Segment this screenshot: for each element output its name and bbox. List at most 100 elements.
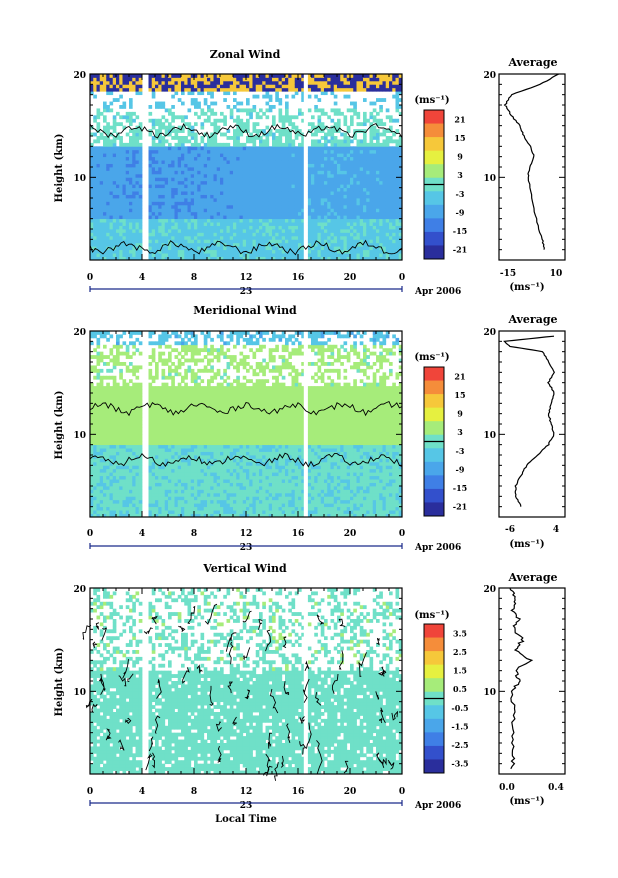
heatmap-cell: [214, 136, 218, 140]
heatmap-cell: [103, 469, 107, 473]
heatmap-cell: [253, 139, 257, 143]
heatmap-cell: [123, 88, 127, 92]
heatmap-cell: [155, 229, 159, 233]
heatmap-cell: [191, 232, 195, 236]
heatmap-cell: [240, 122, 244, 126]
heatmap-cell: [275, 153, 279, 157]
heatmap-cell: [162, 84, 166, 88]
heatmap-cell: [97, 372, 101, 376]
heatmap-cell: [100, 205, 104, 209]
heatmap-cell: [106, 400, 110, 404]
heatmap-cell: [178, 236, 182, 240]
heatmap-cell: [253, 170, 257, 174]
heatmap-cell: [119, 493, 123, 497]
heatmap-cell: [119, 77, 123, 81]
heatmap-cell: [93, 208, 97, 212]
heatmap-cell: [292, 77, 296, 81]
heatmap-cell: [165, 139, 169, 143]
heatmap-cell: [344, 146, 348, 150]
heatmap-cell: [383, 133, 387, 137]
heatmap-cell: [152, 139, 156, 143]
heatmap-cell: [233, 164, 237, 168]
heatmap-cell: [285, 129, 289, 133]
average-xtick: 0.0: [499, 783, 515, 793]
heatmap-cell: [197, 184, 201, 188]
heatmap-cell: [396, 157, 400, 161]
heatmap-cell: [314, 133, 318, 137]
heatmap-cell: [103, 507, 107, 511]
heatmap-cell: [106, 489, 110, 493]
heatmap-cell: [236, 153, 240, 157]
heatmap-cell: [214, 170, 218, 174]
heatmap-cell: [223, 91, 227, 95]
heatmap-cell: [262, 250, 266, 254]
heatmap-cell: [97, 160, 101, 164]
heatmap-cell: [370, 112, 374, 116]
heatmap-cell: [100, 188, 104, 192]
heatmap-cell: [110, 167, 114, 171]
heatmap-cell: [201, 174, 205, 178]
panel-title: Meridional Wind: [193, 304, 297, 317]
heatmap-cell: [126, 160, 130, 164]
heatmap-cell: [363, 81, 367, 85]
heatmap-cell: [389, 164, 393, 168]
heatmap-cell: [162, 181, 166, 185]
heatmap-cell: [119, 434, 123, 438]
heatmap-cell: [220, 150, 224, 154]
heatmap-cell: [253, 250, 257, 254]
heatmap-cell: [116, 236, 120, 240]
heatmap-cell: [311, 222, 315, 226]
heatmap-cell: [386, 146, 390, 150]
heatmap-cell: [243, 108, 247, 112]
heatmap-cell: [366, 150, 370, 154]
heatmap-cell: [392, 215, 396, 219]
heatmap-cell: [207, 229, 211, 233]
heatmap-cell: [123, 188, 127, 192]
heatmap-cell: [93, 355, 97, 359]
heatmap-cell: [230, 253, 234, 257]
heatmap-cell: [331, 201, 335, 205]
heatmap-cell: [344, 119, 348, 123]
heatmap-cell: [295, 198, 299, 202]
heatmap-cell: [370, 143, 374, 147]
heatmap-cell: [214, 226, 218, 230]
heatmap-cell: [116, 201, 120, 205]
heatmap-cell: [233, 195, 237, 199]
heatmap-cell: [269, 164, 273, 168]
heatmap-cell: [165, 195, 169, 199]
heatmap-cell: [285, 184, 289, 188]
heatmap-cell: [201, 91, 205, 95]
heatmap-cell: [253, 253, 257, 257]
heatmap-cell: [171, 160, 175, 164]
heatmap-cell: [123, 403, 127, 407]
heatmap-cell: [139, 136, 143, 140]
heatmap-cell: [123, 177, 127, 181]
heatmap-cell: [295, 136, 299, 140]
heatmap-cell: [350, 181, 354, 185]
heatmap-cell: [230, 188, 234, 192]
heatmap-cell: [269, 81, 273, 85]
heatmap-cell: [327, 150, 331, 154]
heatmap-cell: [327, 133, 331, 137]
heatmap-cell: [246, 153, 250, 157]
heatmap-cell: [201, 177, 205, 181]
heatmap-cell: [217, 181, 221, 185]
heatmap-cell: [214, 122, 218, 126]
heatmap-cell: [236, 201, 240, 205]
heatmap-cell: [201, 160, 205, 164]
heatmap-cell: [165, 164, 169, 168]
heatmap-cell: [389, 153, 393, 157]
heatmap-cell: [269, 88, 273, 92]
heatmap-cell: [152, 160, 156, 164]
heatmap-cell: [269, 167, 273, 171]
heatmap-cell: [201, 195, 205, 199]
heatmap-cell: [184, 191, 188, 195]
heatmap-cell: [236, 191, 240, 195]
heatmap-cell: [116, 476, 120, 480]
heatmap-cell: [129, 493, 133, 497]
heatmap-cell: [181, 136, 185, 140]
heatmap-cell: [191, 88, 195, 92]
heatmap-cell: [269, 208, 273, 212]
heatmap-cell: [350, 139, 354, 143]
heatmap-cell: [253, 191, 257, 195]
